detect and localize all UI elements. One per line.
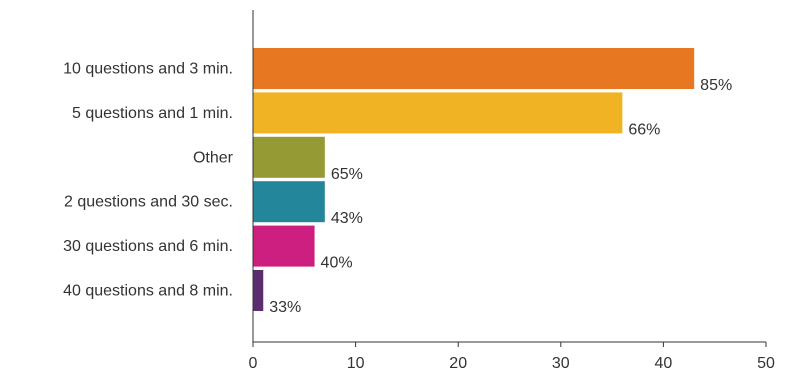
data-label: 66% — [628, 121, 660, 138]
bar — [253, 92, 623, 134]
x-tick-label: 20 — [449, 355, 467, 372]
data-label: 65% — [331, 166, 363, 183]
x-tick-label: 0 — [249, 355, 258, 372]
x-axis-ticks: 0 10 20 30 40 50 — [249, 342, 775, 372]
x-tick-label: 40 — [655, 355, 673, 372]
category-label: 2 questions and 30 sec. — [64, 194, 233, 211]
x-tick-label: 30 — [552, 355, 570, 372]
category-label: 5 questions and 1 min. — [72, 105, 233, 122]
data-label: 40% — [321, 255, 353, 272]
data-labels: 85% 66% 65% 43% 40% 33% — [269, 77, 732, 316]
x-tick-label: 10 — [347, 355, 365, 372]
bar — [253, 136, 325, 178]
category-label: 30 questions and 6 min. — [63, 238, 233, 255]
bars — [253, 48, 695, 311]
bar — [253, 270, 264, 311]
category-label: Other — [193, 149, 234, 166]
data-label: 33% — [269, 299, 301, 316]
bar — [253, 181, 325, 223]
category-label: 40 questions and 8 min. — [63, 283, 233, 300]
category-label: 10 questions and 3 min. — [63, 61, 233, 78]
data-label: 43% — [331, 210, 363, 227]
axes — [252, 10, 766, 343]
data-label: 85% — [700, 77, 732, 94]
x-tick-label: 50 — [757, 355, 775, 372]
bar — [253, 225, 315, 267]
bar — [253, 48, 695, 89]
category-labels: 10 questions and 3 min. 5 questions and 1… — [63, 61, 234, 300]
